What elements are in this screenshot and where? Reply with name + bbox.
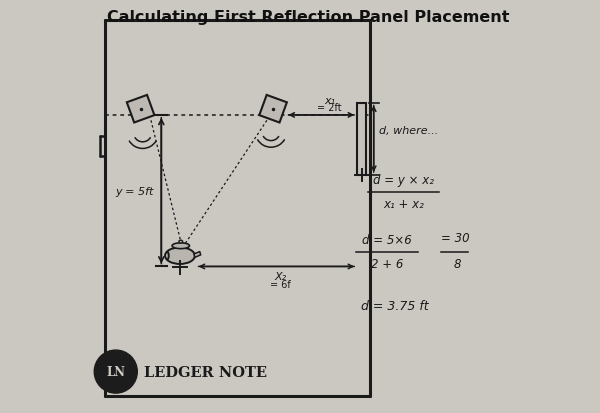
Text: X₂: X₂ bbox=[274, 271, 287, 281]
Text: = 6f: = 6f bbox=[270, 279, 291, 289]
Text: x₁ + x₂: x₁ + x₂ bbox=[383, 198, 424, 211]
Polygon shape bbox=[194, 252, 200, 258]
Text: Calculating First Reflection Panel Placement: Calculating First Reflection Panel Place… bbox=[107, 10, 509, 25]
Text: d = 5×6: d = 5×6 bbox=[362, 233, 412, 246]
Polygon shape bbox=[127, 96, 154, 123]
Text: LEDGER NOTE: LEDGER NOTE bbox=[143, 365, 266, 379]
Text: d = y × x₂: d = y × x₂ bbox=[373, 173, 434, 186]
Text: d, where...: d, where... bbox=[379, 126, 438, 136]
Circle shape bbox=[94, 350, 137, 393]
Text: = 30: = 30 bbox=[441, 231, 469, 244]
Polygon shape bbox=[259, 96, 287, 123]
Text: d = 3.75 ft: d = 3.75 ft bbox=[361, 299, 429, 312]
Bar bbox=[357, 103, 366, 176]
Ellipse shape bbox=[179, 240, 182, 244]
Text: 8: 8 bbox=[454, 258, 461, 271]
Text: 2 + 6: 2 + 6 bbox=[371, 258, 403, 271]
Ellipse shape bbox=[172, 243, 190, 249]
Text: = 2ft: = 2ft bbox=[317, 103, 342, 113]
Ellipse shape bbox=[165, 248, 195, 264]
Text: x₁: x₁ bbox=[324, 95, 335, 105]
Text: LN: LN bbox=[106, 365, 125, 378]
Text: y = 5ft: y = 5ft bbox=[115, 186, 154, 196]
